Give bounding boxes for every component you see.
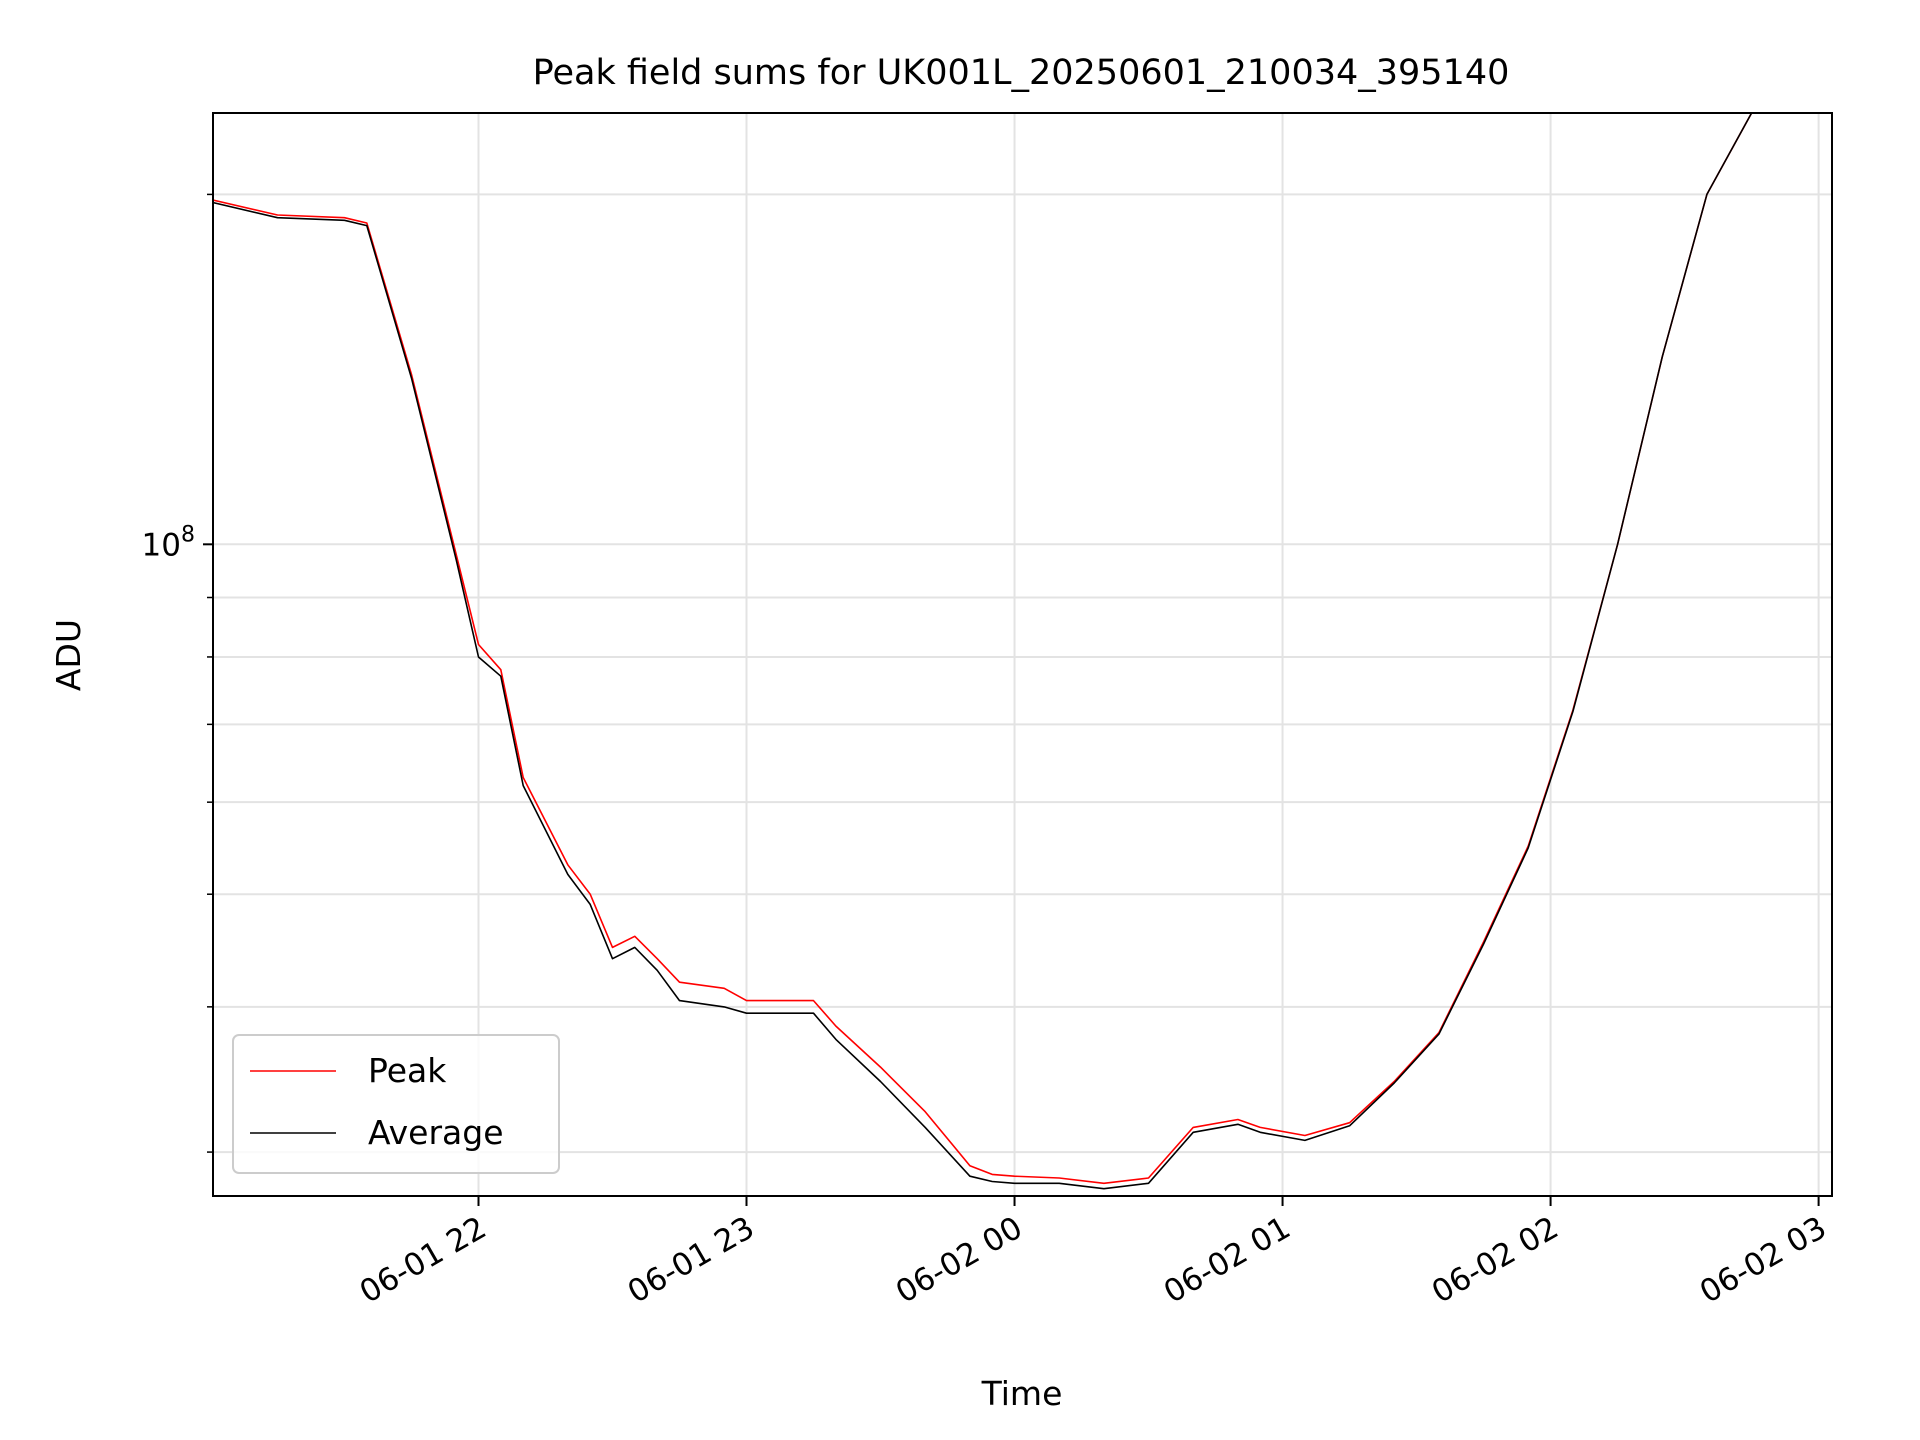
x-axis-label: Time bbox=[981, 1374, 1063, 1413]
legend-average-label: Average bbox=[368, 1113, 504, 1152]
series-layer bbox=[213, 113, 1828, 1190]
legend: Peak Average bbox=[232, 1034, 560, 1174]
series-line-average bbox=[213, 113, 1828, 1190]
y-tick-label: 108 bbox=[142, 522, 195, 563]
legend-box bbox=[232, 1034, 560, 1174]
y-axis: 108 bbox=[142, 193, 213, 1153]
plot-frame bbox=[212, 112, 1833, 1197]
legend-peak-label: Peak bbox=[368, 1051, 447, 1090]
y-axis-label: ADU bbox=[49, 619, 88, 691]
chart-title: Peak field sums for UK001L_20250601_2100… bbox=[533, 53, 1510, 93]
